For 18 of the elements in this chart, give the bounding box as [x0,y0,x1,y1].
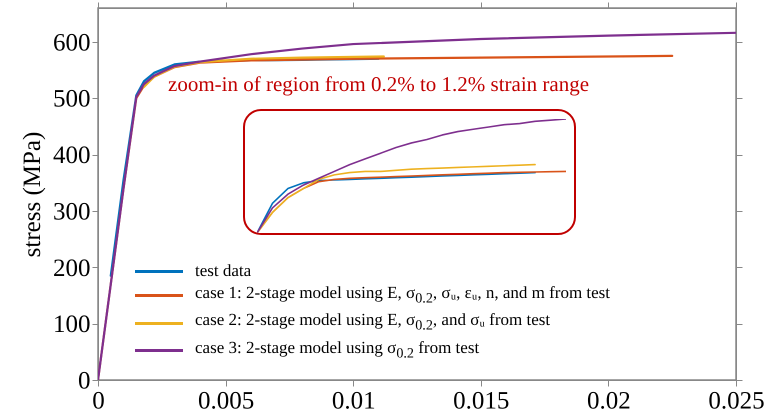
annotation: zoom-in of region from 0.2% to 1.2% strain range [168,72,590,97]
x-tick-label: 0.015 [453,388,510,414]
x-tick-label: 0.025 [708,388,765,414]
y-tick-label: 0 [78,368,90,394]
legend-label: case 1: 2-stage model using E, σ$_{0.2}$, σᵤ, εᵤ, n, and m from test [195,282,610,308]
legend-label: case 2: 2-stage model using E, σ$_{0.2}$, and σᵤ from test [195,309,550,336]
x-tick-label: 0.02 [587,388,631,414]
legend-label: test data [195,260,252,282]
legend-label: case 3: 2-stage model using σ$_{0.2}$ from test [195,336,480,364]
y-tick-label: 400 [53,142,90,170]
y-tick-label: 300 [53,198,90,226]
y-tick-label: 100 [53,311,90,338]
y-tick-label: 500 [53,86,90,113]
y-axis-title: stress (MPa) [19,132,46,258]
x-tick-label: 0.005 [198,388,254,414]
x-tick-label: 0.01 [332,388,376,414]
y-tick-label: 200 [53,254,90,282]
y-tick-label: 600 [53,29,90,56]
